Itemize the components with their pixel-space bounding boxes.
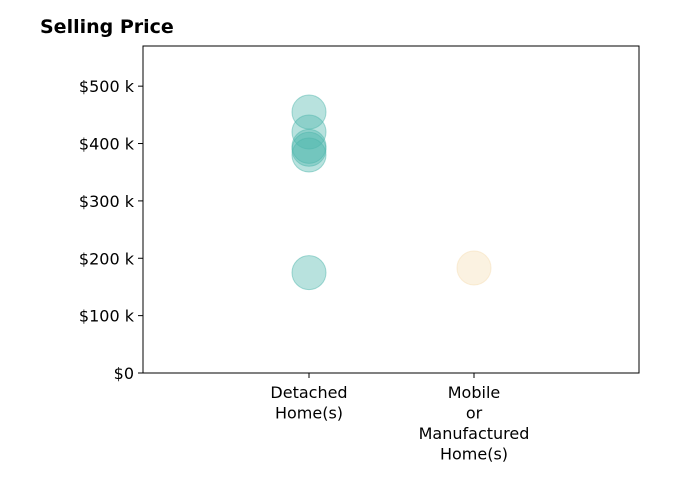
- y-axis: $0 $100 k $200 k $300 k $400 k $500 k: [79, 77, 143, 383]
- y-tick-label: $0: [114, 364, 134, 383]
- data-point: [291, 137, 327, 173]
- x-tick-label: Home(s): [440, 445, 508, 464]
- y-tick-label: $200 k: [79, 249, 135, 268]
- x-tick-label: Detached: [270, 383, 347, 402]
- data-point: [291, 255, 327, 291]
- x-tick-label: or: [466, 404, 483, 423]
- plot-frame: [142, 45, 640, 374]
- x-tick-label: Home(s): [275, 404, 343, 423]
- marks-layer: [291, 94, 492, 291]
- y-tick-label: $100 k: [79, 307, 135, 326]
- y-tick-label: $300 k: [79, 192, 135, 211]
- y-tick-label: $500 k: [79, 77, 135, 96]
- x-tick-label: Mobile: [448, 383, 500, 402]
- x-tick-label: Manufactured: [419, 424, 530, 443]
- data-point: [456, 250, 492, 286]
- chart-title: Selling Price: [40, 16, 174, 38]
- y-tick-label: $400 k: [79, 135, 135, 154]
